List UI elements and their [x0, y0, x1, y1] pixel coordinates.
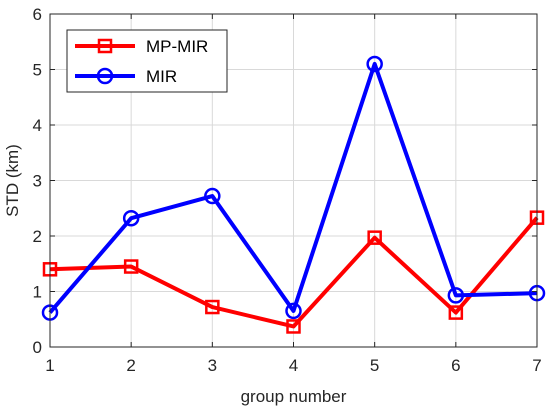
y-tick-label: 6 [33, 5, 42, 24]
y-axis-ticks: 0 1 2 3 4 5 6 [33, 5, 537, 357]
legend: MP-MIR MIR [66, 29, 228, 93]
y-axis-label: STD (km) [3, 144, 22, 217]
series-mp-mir [42, 210, 545, 334]
series-layer [41, 55, 546, 334]
y-tick-label: 1 [33, 283, 42, 302]
series-line [48, 61, 538, 314]
x-tick-label: 1 [45, 356, 54, 375]
series-line [49, 216, 539, 329]
legend-entry: MP-MIR [75, 37, 208, 56]
legend-label: MIR [146, 67, 177, 86]
legend-label: MP-MIR [146, 37, 208, 56]
circle-marker [366, 55, 383, 73]
x-axis-label: group number [241, 387, 347, 406]
x-tick-label: 2 [126, 356, 135, 375]
legend-box [66, 29, 228, 93]
square-marker [448, 305, 464, 320]
x-tick-label: 7 [532, 356, 541, 375]
y-tick-label: 5 [33, 61, 42, 80]
square-marker [123, 259, 139, 274]
x-tick-label: 4 [289, 356, 298, 375]
x-tick-label: 5 [370, 356, 379, 375]
square-marker [367, 230, 382, 245]
legend-entry: MIR [75, 67, 177, 86]
square-marker [205, 299, 220, 315]
circle-marker [122, 209, 140, 227]
circle-marker [447, 287, 465, 304]
circle-marker [96, 67, 114, 85]
x-tick-label: 6 [451, 356, 460, 375]
square-marker [97, 38, 113, 54]
y-tick-label: 0 [33, 338, 42, 357]
y-tick-label: 4 [33, 116, 42, 135]
x-tick-label: 3 [208, 356, 217, 375]
square-marker [286, 319, 301, 334]
y-tick-label: 3 [33, 172, 42, 191]
x-axis-ticks: 1 2 3 4 5 6 7 [45, 14, 542, 375]
circle-marker [285, 302, 302, 320]
circle-marker [204, 187, 221, 205]
y-tick-label: 2 [33, 227, 42, 246]
